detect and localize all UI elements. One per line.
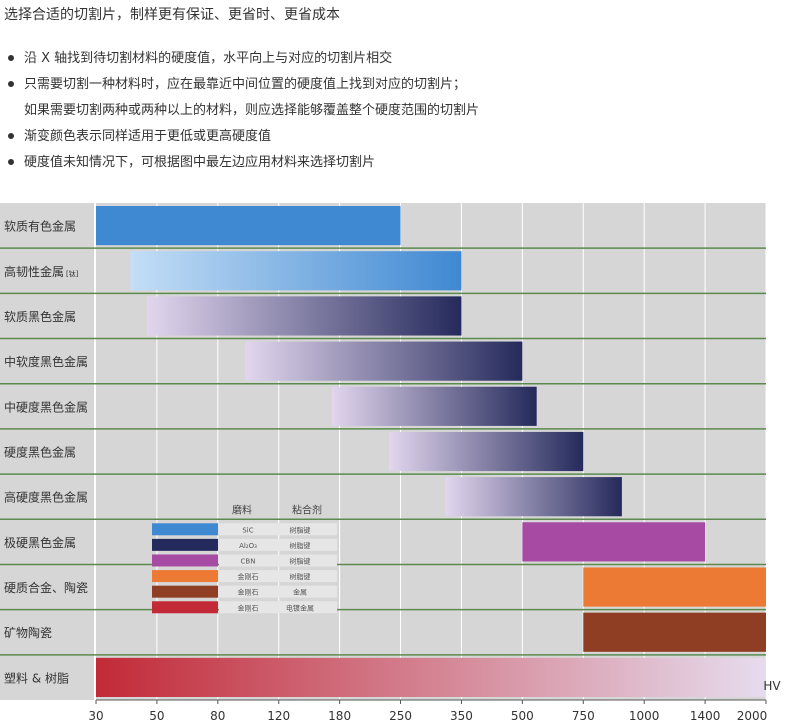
row-label-panel — [0, 338, 94, 384]
bullet-dot-icon — [8, 54, 14, 61]
x-tick-label: 350 — [450, 709, 473, 723]
row-label-panel — [0, 654, 94, 700]
range-bar — [331, 386, 537, 426]
legend-row-bg — [219, 538, 337, 551]
legend-bond: 金属 — [293, 588, 307, 597]
legend-swatch — [152, 523, 218, 536]
category-label: 矿物陶瓷 — [4, 625, 52, 640]
instruction-text: 如果需要切割两种或两种以上的材料，则应选择能够覆盖整个硬度范围的切割片 — [24, 103, 480, 118]
page-title: 选择合适的切割片，制样更有保证、更省时、更省成本 — [4, 7, 340, 23]
range-bar — [445, 477, 622, 517]
legend-abrasive: SiC — [242, 526, 253, 534]
x-tick-label: 250 — [389, 709, 412, 723]
instruction-list: 沿 X 轴找到待切割材料的硬度值，水平向上与对应的切割片相交只需要切割一种材料时… — [6, 46, 479, 176]
x-tick-label: 120 — [267, 709, 290, 723]
x-tick-label: 1400 — [690, 709, 721, 723]
instruction-text: 沿 X 轴找到待切割材料的硬度值，水平向上与对应的切割片相交 — [24, 51, 393, 66]
legend-swatch — [152, 554, 218, 567]
legend-swatch — [152, 601, 218, 614]
instruction-item: 沿 X 轴找到待切割材料的硬度值，水平向上与对应的切割片相交 — [6, 46, 479, 72]
category-label: 硬质合金、陶瓷 — [4, 580, 88, 595]
x-tick-label: 80 — [210, 709, 225, 723]
legend-swatch — [152, 585, 218, 598]
legend-abrasive: 金刚石 — [238, 603, 259, 612]
legend-abrasive: 金刚石 — [238, 572, 259, 581]
legend-row-bg — [219, 601, 337, 614]
instruction-item: 如果需要切割两种或两种以上的材料，则应选择能够覆盖整个硬度范围的切割片 — [6, 98, 479, 124]
range-bar — [96, 657, 766, 697]
bullet-dot-icon — [8, 80, 14, 87]
x-tick-label: 500 — [511, 709, 534, 723]
legend-bond: 树脂键 — [290, 572, 311, 581]
range-bar — [522, 522, 706, 562]
range-bar — [389, 431, 584, 472]
x-tick-label: 750 — [572, 709, 595, 723]
legend-abrasive: Al₂O₃ — [239, 542, 257, 550]
category-label: 软质有色金属 — [4, 219, 76, 234]
category-label: 硬度黑色金属 — [4, 445, 76, 460]
instruction-text: 硬度值未知情况下，可根据图中最左边应用材料来选择切割片 — [24, 155, 376, 170]
instruction-text: 只需要切割一种材料时，应在最靠近中间位置的硬度值上找到对应的切割片； — [24, 77, 467, 92]
range-bar — [146, 296, 462, 336]
legend-swatch — [152, 538, 218, 551]
x-tick-label: 180 — [328, 709, 351, 723]
range-bar — [130, 251, 462, 291]
legend-swatch — [152, 570, 218, 583]
row-label-panel — [0, 293, 94, 339]
legend-bond: 树脂键 — [290, 525, 311, 534]
plot-background — [96, 203, 766, 700]
legend-bond: 树脂键 — [290, 541, 311, 550]
category-label: 极硬黑色金属 — [4, 535, 76, 550]
instruction-text: 渐变颜色表示同样适用于更低或更高硬度值 — [24, 129, 272, 144]
category-label: 高硬度黑色金属 — [4, 490, 88, 505]
x-tick-label: 1000 — [629, 709, 660, 723]
legend-row-bg — [219, 523, 337, 536]
legend-row-bg — [219, 585, 337, 598]
category-label: 高韧性金属 [钛] — [4, 264, 79, 279]
range-bar — [245, 341, 523, 381]
x-axis-unit: HV — [763, 679, 781, 693]
row-label-panel — [0, 248, 94, 294]
bullet-dot-icon — [8, 132, 14, 139]
row-label-panel — [0, 474, 94, 520]
instruction-item: 硬度值未知情况下，可根据图中最左边应用材料来选择切割片 — [6, 150, 479, 176]
x-tick-label: 2000 — [737, 709, 768, 723]
legend-header-bond: 粘合剂 — [292, 503, 322, 516]
legend-row-bg — [219, 554, 337, 567]
instruction-item: 渐变颜色表示同样适用于更低或更高硬度值 — [6, 124, 479, 150]
category-label: 中软度黑色金属 — [4, 354, 88, 369]
range-bar — [96, 206, 401, 246]
range-bar — [583, 567, 766, 607]
row-label-panel — [0, 203, 94, 249]
row-label-panel — [0, 519, 94, 565]
bullet-dot-icon — [8, 158, 14, 165]
category-label: 塑料 & 树脂 — [4, 670, 69, 685]
legend-header-abrasive: 磨料 — [232, 503, 252, 516]
instruction-item: 只需要切割一种材料时，应在最靠近中间位置的硬度值上找到对应的切割片； — [6, 72, 479, 98]
row-label-panel — [0, 564, 94, 610]
legend-bond: 电镀金属 — [286, 603, 314, 612]
legend-abrasive: CBN — [241, 557, 256, 565]
row-label-panel — [0, 383, 94, 429]
row-label-panel — [0, 428, 94, 475]
category-label: 软质黑色金属 — [4, 309, 76, 324]
legend-row-bg — [219, 570, 337, 583]
range-bar — [583, 612, 766, 652]
legend-abrasive: 金刚石 — [238, 588, 259, 597]
x-tick-label: 30 — [88, 709, 103, 723]
category-label: 中硬度黑色金属 — [4, 399, 88, 414]
x-tick-label: 50 — [149, 709, 164, 723]
legend-bond: 树脂键 — [290, 556, 311, 565]
row-label-panel — [0, 609, 94, 655]
